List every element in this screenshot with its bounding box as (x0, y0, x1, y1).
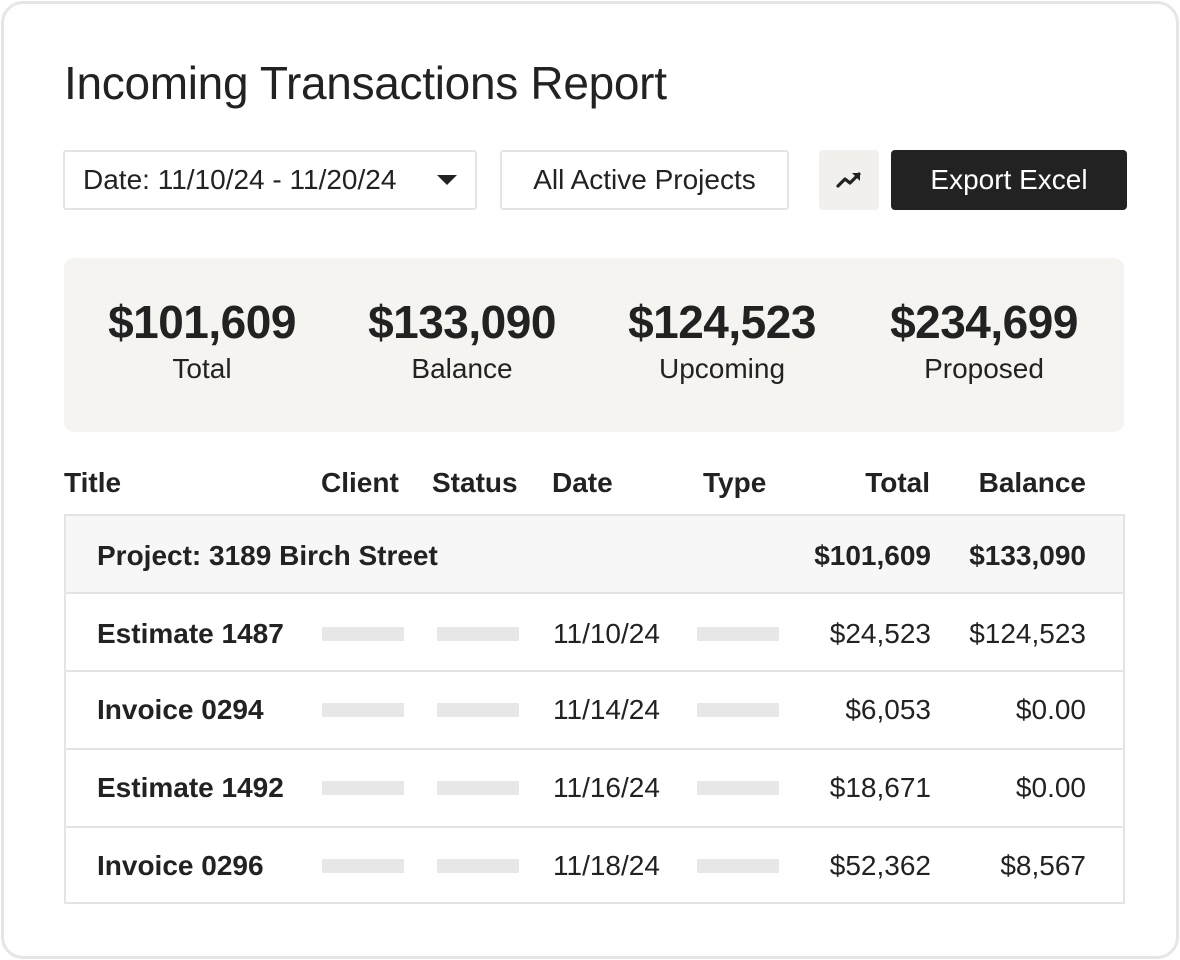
row-total: $6,053 (845, 694, 931, 725)
group-total: $101,609 (814, 540, 931, 571)
row-date: 11/16/24 (553, 772, 660, 803)
row-title: Invoice 0296 (97, 850, 264, 881)
group-title: Project: 3189 Birch Street (97, 540, 438, 571)
row-total: $24,523 (829, 618, 931, 649)
status-placeholder (437, 859, 519, 873)
row-balance: $0.00 (1015, 694, 1086, 725)
trending-up-icon (836, 172, 861, 188)
row-title: Invoice 0294 (97, 694, 264, 725)
type-placeholder (697, 627, 779, 641)
row-title: Estimate 1487 (97, 618, 284, 649)
summary-label: Total (172, 353, 232, 384)
summary-panel: $101,609 Total $133,090 Balance $124,523… (64, 258, 1124, 432)
column-header-type[interactable]: Type (703, 467, 767, 498)
summary-value: $124,523 (628, 296, 816, 348)
status-placeholder (437, 703, 519, 717)
column-header-status[interactable]: Status (432, 467, 518, 498)
project-group-row[interactable]: Project: 3189 Birch Street $101,609 $133… (66, 516, 1123, 594)
page-title: Incoming Transactions Report (64, 57, 667, 109)
trend-view-button[interactable] (819, 150, 879, 210)
group-balance: $133,090 (969, 540, 1086, 571)
summary-value: $133,090 (368, 296, 556, 348)
row-total: $52,362 (829, 850, 931, 881)
summary-value: $101,609 (108, 296, 296, 348)
summary-balance: $133,090 Balance (332, 294, 592, 386)
transactions-table: Project: 3189 Birch Street $101,609 $133… (64, 514, 1125, 904)
summary-label: Balance (411, 353, 513, 384)
summary-label: Upcoming (658, 353, 786, 384)
summary-proposed: $234,699 Proposed (854, 294, 1114, 386)
project-filter-label: All Active Projects (533, 164, 756, 195)
row-balance: $0.00 (1015, 772, 1086, 803)
row-date: 11/18/24 (553, 850, 660, 881)
table-row[interactable]: Invoice 0296 11/18/24 $52,362 $8,567 (66, 828, 1123, 902)
date-range-dropdown[interactable]: Date: 11/10/24 - 11/20/24 (63, 150, 477, 210)
table-row[interactable]: Estimate 1487 11/10/24 $24,523 $124,523 (66, 594, 1123, 672)
export-excel-button[interactable]: Export Excel (891, 150, 1127, 210)
status-placeholder (437, 781, 519, 795)
row-date: 11/14/24 (553, 694, 660, 725)
chevron-down-icon (437, 175, 457, 185)
client-placeholder (322, 781, 404, 795)
client-placeholder (322, 859, 404, 873)
column-header-title[interactable]: Title (64, 467, 122, 498)
date-range-label: Date: 11/10/24 - 11/20/24 (83, 164, 397, 195)
column-header-date[interactable]: Date (552, 467, 613, 498)
column-header-balance[interactable]: Balance (978, 467, 1086, 498)
status-placeholder (437, 627, 519, 641)
client-placeholder (322, 627, 404, 641)
row-balance: $124,523 (969, 618, 1086, 649)
summary-value: $234,699 (890, 296, 1078, 348)
column-header-total[interactable]: Total (865, 467, 930, 498)
table-row[interactable]: Invoice 0294 11/14/24 $6,053 $0.00 (66, 672, 1123, 750)
summary-total: $101,609 Total (72, 294, 332, 386)
project-filter-button[interactable]: All Active Projects (500, 150, 789, 210)
type-placeholder (697, 859, 779, 873)
row-total: $18,671 (829, 772, 931, 803)
row-balance: $8,567 (1000, 850, 1086, 881)
row-title: Estimate 1492 (97, 772, 284, 803)
type-placeholder (697, 703, 779, 717)
row-date: 11/10/24 (553, 618, 660, 649)
client-placeholder (322, 703, 404, 717)
column-header-client[interactable]: Client (321, 467, 399, 498)
table-row[interactable]: Estimate 1492 11/16/24 $18,671 $0.00 (66, 750, 1123, 828)
summary-upcoming: $124,523 Upcoming (592, 294, 852, 386)
type-placeholder (697, 781, 779, 795)
summary-label: Proposed (924, 353, 1044, 384)
